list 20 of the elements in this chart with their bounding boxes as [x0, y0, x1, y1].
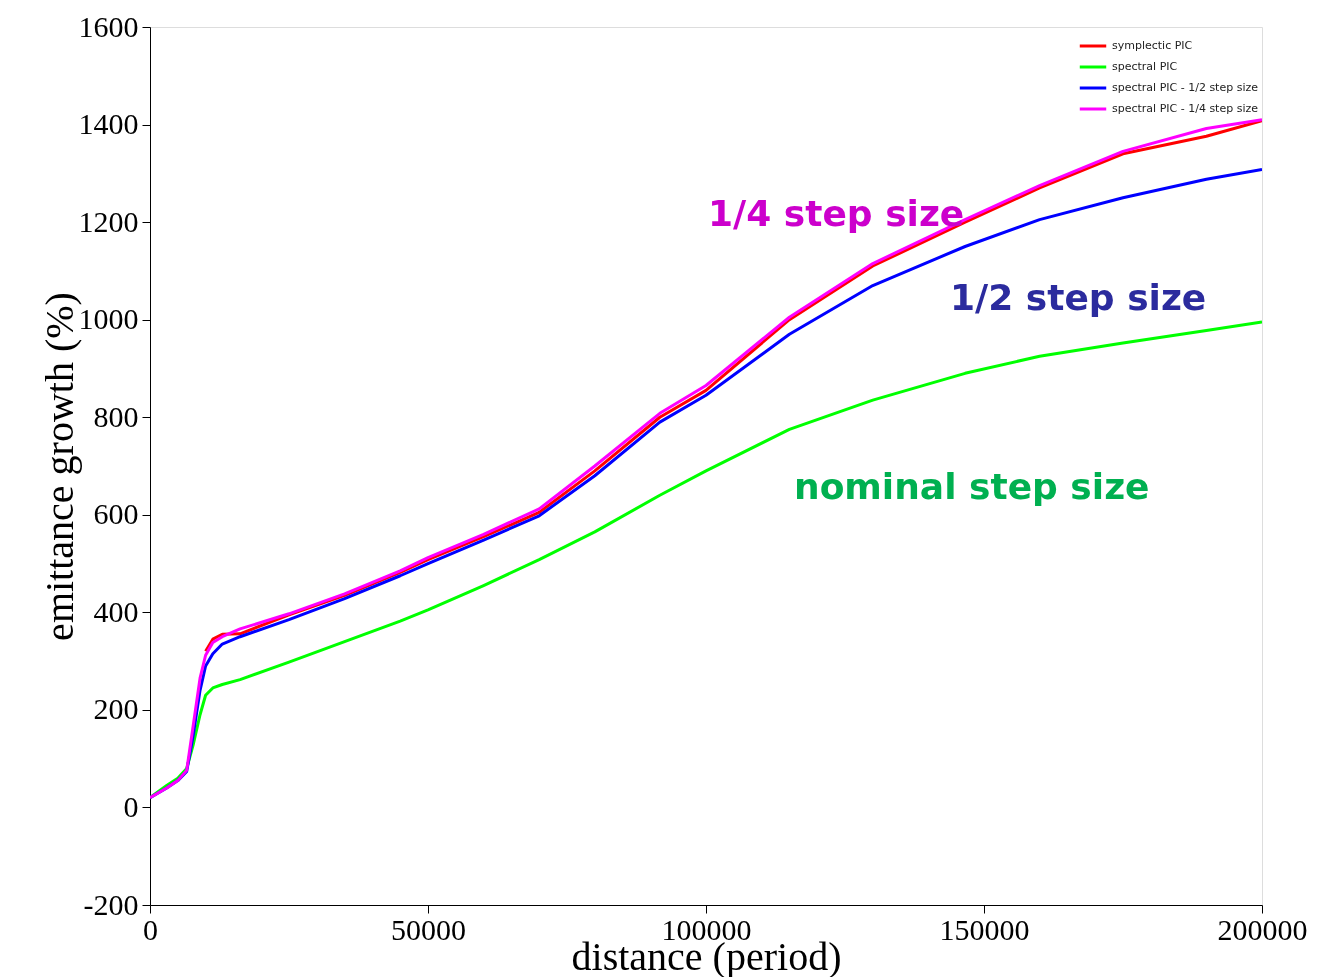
legend-label: symplectic PIC [1112, 39, 1193, 52]
legend-label: spectral PIC [1112, 60, 1178, 73]
x-tick-label: 50000 [391, 912, 466, 946]
y-tick-label: 400 [93, 594, 139, 628]
x-tick-label: 200000 [1217, 912, 1308, 946]
y-tick-label: 1200 [78, 204, 139, 238]
y-tick-label: 1400 [78, 107, 139, 141]
annotation: nominal step size [794, 466, 1150, 507]
annotation: 1/2 step size [950, 277, 1207, 318]
annotation: 1/4 step size [708, 193, 965, 234]
y-tick-label: 200 [93, 692, 139, 726]
x-tick-label: 150000 [939, 912, 1030, 946]
legend-label: spectral PIC - 1/4 step size [1112, 102, 1259, 115]
y-tick-label: 1600 [78, 9, 139, 43]
legend-label: spectral PIC - 1/2 step size [1112, 81, 1259, 94]
y-tick-label: 0 [123, 789, 139, 823]
y-tick-label: -200 [83, 887, 139, 921]
y-tick-label: 800 [93, 399, 139, 433]
y-axis-title: emittance growth (%) [36, 292, 82, 641]
y-tick-label: 600 [93, 497, 139, 531]
